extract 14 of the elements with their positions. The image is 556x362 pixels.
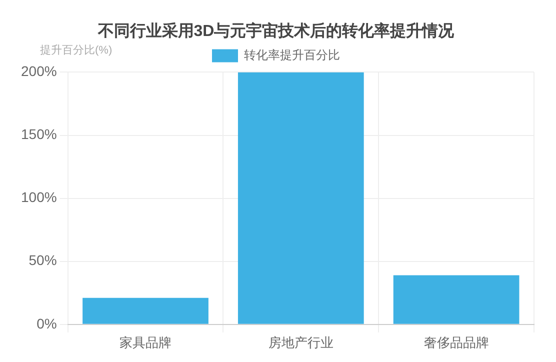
bar	[238, 72, 364, 324]
y-tick-label: 100%	[20, 189, 57, 206]
legend-label: 转化率提升百分比	[244, 48, 340, 62]
y-tick-label: 200%	[20, 63, 57, 80]
x-tick-label: 奢侈品品牌	[424, 334, 489, 350]
y-tick-label: 0%	[36, 315, 57, 332]
x-tick-label: 家具品牌	[120, 334, 172, 350]
y-axis-title: 提升百分比(%)	[40, 44, 112, 57]
y-tick-label: 50%	[28, 252, 57, 268]
x-tick-label: 房地产行业	[268, 334, 334, 350]
y-tick-label: 150%	[20, 126, 57, 142]
chart-title: 不同行业采用3D与元宇宙技术后的转化率提升情况	[96, 21, 456, 40]
bar	[82, 298, 208, 324]
bar	[393, 275, 520, 324]
